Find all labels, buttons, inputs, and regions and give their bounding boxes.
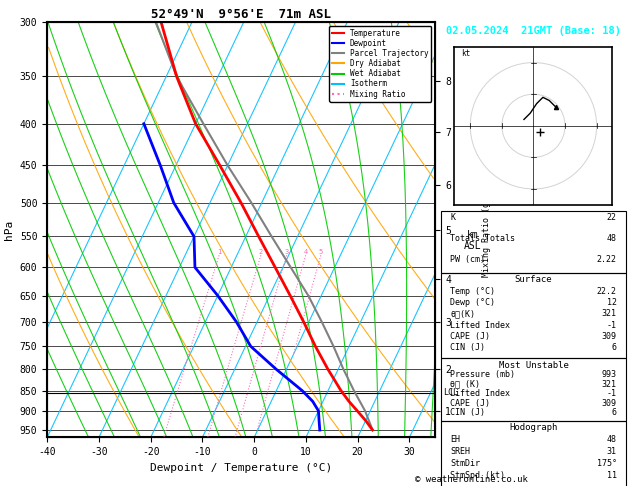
Text: 309: 309 bbox=[601, 399, 616, 408]
Text: StmSpd (kt): StmSpd (kt) bbox=[450, 471, 505, 480]
Text: SREH: SREH bbox=[450, 447, 470, 456]
Title: 52°49'N  9°56'E  71m ASL: 52°49'N 9°56'E 71m ASL bbox=[151, 8, 331, 21]
Text: 2: 2 bbox=[259, 249, 263, 255]
Text: 4: 4 bbox=[304, 249, 308, 255]
Text: 993: 993 bbox=[601, 370, 616, 379]
Text: 6: 6 bbox=[611, 344, 616, 352]
Text: 11: 11 bbox=[606, 471, 616, 480]
Text: 22: 22 bbox=[606, 213, 616, 222]
Text: CAPE (J): CAPE (J) bbox=[450, 332, 490, 341]
Text: CIN (J): CIN (J) bbox=[450, 408, 485, 417]
Y-axis label: hPa: hPa bbox=[4, 220, 14, 240]
Text: 2.22: 2.22 bbox=[597, 255, 616, 263]
Text: 321: 321 bbox=[601, 310, 616, 318]
Text: 02.05.2024  21GMT (Base: 18): 02.05.2024 21GMT (Base: 18) bbox=[446, 26, 621, 36]
Text: Surface: Surface bbox=[515, 276, 552, 284]
Text: 31: 31 bbox=[606, 447, 616, 456]
Text: Temp (°C): Temp (°C) bbox=[450, 287, 495, 295]
Y-axis label: km
ASL: km ASL bbox=[464, 230, 482, 251]
Bar bbox=[441, 273, 626, 359]
Text: PW (cm): PW (cm) bbox=[450, 255, 485, 263]
Text: 12: 12 bbox=[606, 298, 616, 307]
Text: 1: 1 bbox=[217, 249, 221, 255]
Text: CIN (J): CIN (J) bbox=[450, 344, 485, 352]
Text: Lifted Index: Lifted Index bbox=[450, 389, 510, 399]
Text: -1: -1 bbox=[606, 389, 616, 399]
Text: Lifted Index: Lifted Index bbox=[450, 321, 510, 330]
Text: 175°: 175° bbox=[597, 459, 616, 468]
Text: EH: EH bbox=[450, 435, 460, 444]
Text: Pressure (mb): Pressure (mb) bbox=[450, 370, 515, 379]
Text: 22.2: 22.2 bbox=[597, 287, 616, 295]
Text: StmDir: StmDir bbox=[450, 459, 481, 468]
Text: 3: 3 bbox=[284, 249, 289, 255]
Bar bbox=[441, 359, 626, 421]
Text: CAPE (J): CAPE (J) bbox=[450, 399, 490, 408]
Text: 5: 5 bbox=[319, 249, 323, 255]
Text: Dewp (°C): Dewp (°C) bbox=[450, 298, 495, 307]
Text: Most Unstable: Most Unstable bbox=[499, 361, 569, 369]
Legend: Temperature, Dewpoint, Parcel Trajectory, Dry Adiabat, Wet Adiabat, Isotherm, Mi: Temperature, Dewpoint, Parcel Trajectory… bbox=[329, 26, 431, 102]
X-axis label: Dewpoint / Temperature (°C): Dewpoint / Temperature (°C) bbox=[150, 463, 332, 473]
Text: K: K bbox=[450, 213, 455, 222]
Bar bbox=[441, 211, 626, 273]
Text: θᴇ(K): θᴇ(K) bbox=[450, 310, 476, 318]
Text: LCL: LCL bbox=[443, 388, 458, 397]
Text: -1: -1 bbox=[606, 321, 616, 330]
Text: 48: 48 bbox=[606, 234, 616, 243]
Text: Mixing Ratio (g/kg): Mixing Ratio (g/kg) bbox=[482, 182, 491, 277]
Text: Totals Totals: Totals Totals bbox=[450, 234, 515, 243]
Text: 309: 309 bbox=[601, 332, 616, 341]
Text: 6: 6 bbox=[611, 408, 616, 417]
Text: kt: kt bbox=[461, 49, 470, 58]
Text: © weatheronline.co.uk: © weatheronline.co.uk bbox=[415, 474, 528, 484]
Text: 321: 321 bbox=[601, 380, 616, 389]
Text: 48: 48 bbox=[606, 435, 616, 444]
Text: θᴇ (K): θᴇ (K) bbox=[450, 380, 481, 389]
Bar bbox=[441, 421, 626, 486]
Text: Hodograph: Hodograph bbox=[509, 423, 558, 432]
